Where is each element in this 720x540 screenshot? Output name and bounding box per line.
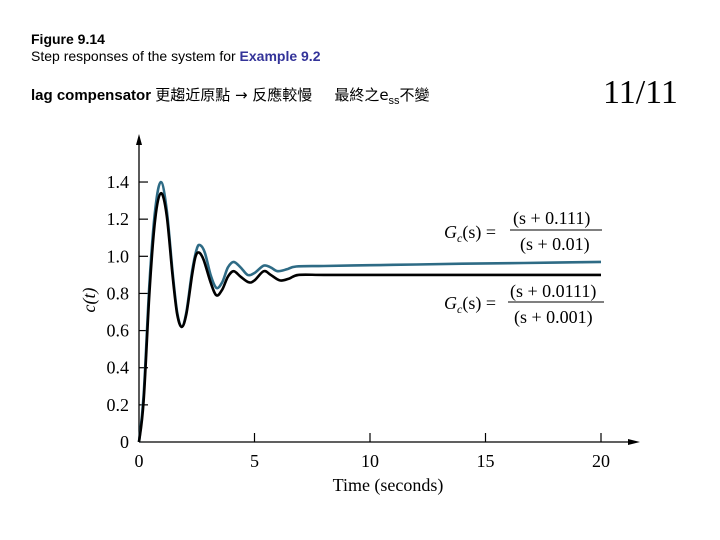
curves	[137, 180, 602, 443]
page-number: 11/11	[603, 74, 678, 111]
eq2-numerator: (s + 0.0111)	[510, 281, 596, 302]
y-axis-label: c(t)	[79, 288, 100, 313]
figure-title: Figure 9.14	[31, 31, 105, 47]
x-tick-label: 15	[477, 451, 495, 471]
y-tick-label: 0.2	[107, 395, 130, 415]
x-tick-label: 10	[361, 451, 379, 471]
x-tick-label: 5	[250, 451, 259, 471]
y-tick-label: 0.4	[107, 358, 130, 378]
note-subscript: ss	[388, 95, 400, 107]
x-axis-label: Time (seconds)	[333, 475, 444, 496]
y-tick-label: 1.4	[107, 172, 130, 192]
eq2-denominator: (s + 0.001)	[514, 307, 593, 328]
note-cjk-1: 更趨近原點 → 反應較慢	[155, 86, 313, 104]
x-tick-label: 20	[592, 451, 610, 471]
eq1-denominator: (s + 0.01)	[520, 234, 590, 255]
y-axis-arrow-icon	[136, 134, 142, 145]
equations: Gc(s) = (s + 0.111) (s + 0.01) Gc(s) = (…	[444, 208, 604, 328]
note-cjk-2: 最終之e	[334, 86, 389, 104]
y-tick-label: 0.8	[107, 283, 130, 303]
y-tick-label: 0	[120, 432, 129, 452]
eq1-lhs: Gc(s) =	[444, 222, 496, 245]
x-axis-arrow-icon	[628, 439, 640, 445]
series-lag-00111-curve	[137, 191, 601, 443]
y-tick-label: 1.0	[107, 246, 130, 266]
eq1-numerator: (s + 0.111)	[513, 208, 590, 229]
y-tick-label: 1.2	[107, 209, 130, 229]
caption-text: Step responses of the system for	[31, 48, 240, 64]
y-tick-label: 0.6	[107, 321, 130, 341]
eq2-lhs: Gc(s) =	[444, 293, 496, 316]
note-text: lag compensator 更趨近原點 → 反應較慢 最終之ess不變	[31, 87, 430, 110]
figure-caption: Step responses of the system for Example…	[31, 48, 320, 65]
note-cjk-3: 不變	[399, 86, 430, 104]
caption-example-link: Example 9.2	[239, 48, 321, 64]
x-tick-label: 0	[135, 451, 144, 471]
note-lag: lag compensator	[31, 87, 156, 104]
